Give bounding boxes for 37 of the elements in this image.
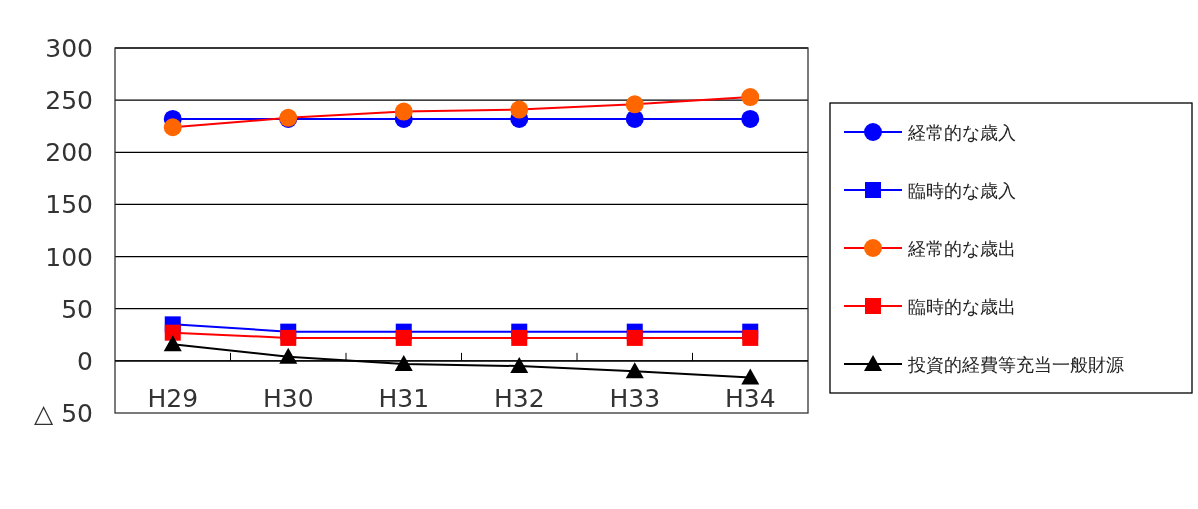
legend-label: 経常的な歳入 (907, 122, 1016, 143)
legend-label: 投資的経費等充当一般財源 (907, 354, 1124, 375)
y-tick-label: 150 (45, 190, 93, 220)
legend-label: 経常的な歳出 (907, 238, 1016, 259)
y-tick-label: 100 (45, 242, 93, 272)
point (395, 329, 412, 346)
point (279, 347, 298, 364)
x-tick-label: H30 (262, 384, 314, 413)
x-tick-label: H32 (493, 384, 545, 413)
point (741, 109, 760, 128)
point (625, 95, 644, 114)
legend-label: 臨時的な歳入 (908, 180, 1016, 201)
legend-label: 臨時的な歳出 (908, 296, 1016, 317)
y-tick-label: 50 (61, 294, 93, 324)
x-tick-label: H33 (609, 384, 661, 413)
y-tick-label: △ 50 (34, 399, 93, 428)
point (741, 88, 760, 107)
x-tick-label: H29 (147, 384, 199, 413)
point (163, 335, 182, 352)
point (280, 329, 297, 346)
point (163, 118, 182, 137)
x-tick-label: H31 (378, 384, 430, 413)
point (625, 362, 644, 379)
y-tick-label: 300 (45, 34, 93, 63)
x-tick-label: H34 (724, 384, 776, 413)
point (394, 102, 413, 121)
y-tick-label: 0 (77, 346, 93, 376)
point (510, 100, 529, 119)
y-tick-label: 200 (45, 138, 93, 168)
point (510, 357, 529, 374)
point (626, 329, 643, 346)
y-tick-label: 250 (45, 86, 93, 116)
point (741, 368, 760, 385)
point (164, 324, 181, 341)
point (511, 329, 528, 346)
point (742, 329, 759, 346)
point (394, 354, 413, 371)
